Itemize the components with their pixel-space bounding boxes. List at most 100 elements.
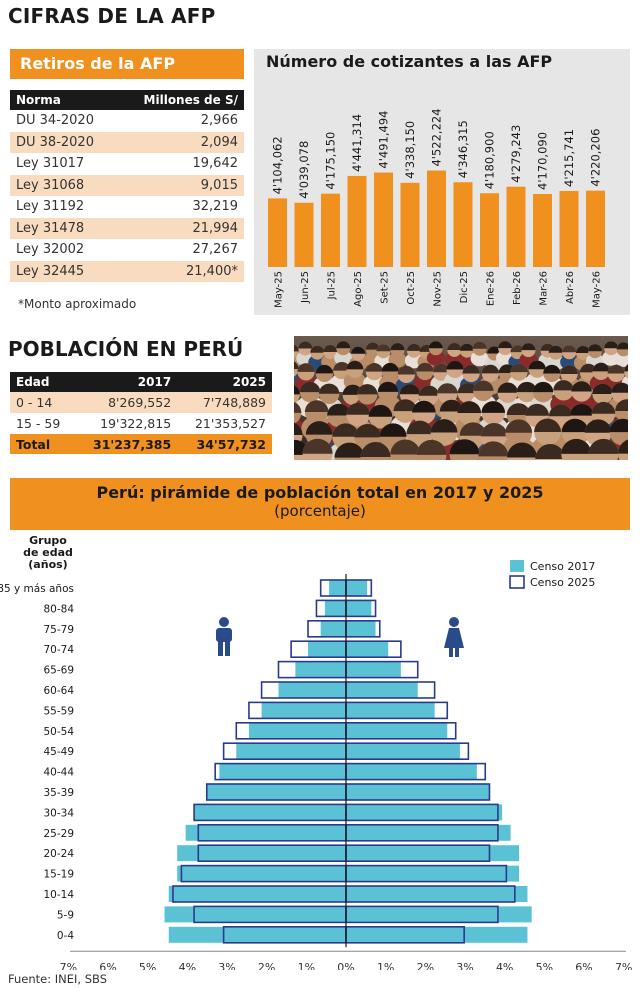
crowd-hair	[333, 362, 351, 371]
pyramid-x-tick: 2%	[417, 961, 434, 970]
poblacion-total-row: Total 31'237,385 34'57,732	[10, 434, 272, 454]
crowd-hair	[357, 384, 378, 395]
crowd-hair	[390, 343, 405, 351]
cotizantes-category-label: Dic-25	[459, 271, 470, 303]
crowd-hair	[416, 362, 434, 372]
cotizantes-category-label: Oct-25	[406, 271, 417, 305]
crowd-hair	[498, 341, 513, 349]
cotizantes-bar-label: 4'522,224	[430, 108, 444, 166]
pyramid-age-label: 80-84	[43, 603, 74, 615]
crowd-hair	[439, 399, 464, 412]
pyramid-bar-2017-male	[168, 886, 346, 902]
crowd-body	[560, 354, 579, 370]
pyramid-bar-2017-female	[346, 600, 372, 617]
crowd-hair	[591, 401, 616, 414]
crowd-hair	[584, 419, 612, 433]
cotizantes-category-label: Jun-25	[300, 271, 311, 304]
cotizantes-category-label: Jul-25	[327, 271, 338, 300]
crowd-hair	[327, 403, 351, 416]
crowd-hair	[525, 403, 549, 416]
pyramid-bar-2017-male	[194, 804, 346, 821]
pyramid-bar-2017-female	[346, 886, 528, 902]
retiros-norma: Ley 31192	[16, 199, 85, 215]
cotizantes-bar-label: 4'170,090	[536, 132, 550, 190]
retiros-norma: Ley 31017	[16, 156, 85, 172]
retiros-norma: Ley 32445	[10, 260, 118, 282]
pyramid-bar-2017-male	[206, 784, 346, 800]
pyramid-bar-2017-female	[346, 804, 503, 821]
retiros-monto: 9,015	[117, 174, 244, 196]
pyramid-bar-2017-male	[329, 580, 346, 596]
crowd-hair	[407, 343, 422, 351]
crowd-hair	[459, 422, 487, 436]
retiros-monto: 2,094	[117, 131, 244, 153]
crowd-hair	[332, 423, 360, 437]
legend-swatch-2025	[509, 575, 525, 589]
poblacion-cell-edad: 15 - 59	[16, 416, 61, 431]
pyramid-bar-2017-female	[346, 722, 448, 739]
poblacion-total-edad: Total	[10, 434, 75, 454]
crowd-photo-illustration	[294, 336, 628, 460]
retiros-monto: 27,267	[192, 242, 239, 258]
col-norma: Norma	[10, 90, 118, 110]
pyramid-header: Perú: pirámide de población total en 201…	[10, 478, 630, 530]
cotizantes-bar-label: 4'039,078	[297, 141, 311, 199]
crowd-hair	[360, 442, 391, 458]
crowd-body	[470, 350, 489, 367]
crowd-hair	[553, 380, 574, 391]
pyramid-x-tick: 4%	[179, 961, 196, 970]
male-icon	[216, 617, 232, 656]
pyramid-bar-2017-male	[324, 600, 346, 617]
crowd-hair	[346, 360, 364, 370]
pyramid-age-label: 10-14	[43, 889, 74, 901]
crowd-hair	[377, 381, 399, 392]
pyramid-x-tick: 3%	[218, 961, 235, 970]
pyramid-bar-2017-female	[346, 926, 528, 943]
crowd-hair	[561, 418, 589, 433]
cotizantes-bar	[586, 190, 605, 267]
col-millones: Millones de S/	[117, 90, 244, 110]
crowd-hair	[615, 399, 628, 412]
crowd-hair	[549, 404, 573, 417]
crowd-hair	[294, 401, 302, 413]
crowd-hair	[447, 342, 462, 350]
poblacion-cell-y2025: 7'748,889	[177, 392, 272, 413]
pyramid-x-tick: 4%	[496, 961, 513, 970]
crowd-hair	[624, 364, 628, 372]
pyramid-bar-2017-male	[164, 906, 346, 923]
crowd-hair	[298, 341, 313, 349]
crowd-hair	[543, 364, 561, 374]
legend-label-2017: Censo 2017	[530, 560, 595, 573]
pyramid-bar-2017-male	[236, 743, 346, 760]
crowd-hair	[506, 403, 531, 416]
cotizantes-bar	[480, 193, 499, 267]
poblacion-row: 15 - 59 19'322,815 21'353,527	[10, 413, 272, 434]
crowd-hair	[294, 422, 303, 435]
poblacion-cell-y2025: 21'353,527	[194, 416, 266, 431]
crowd-hair	[588, 344, 603, 352]
crowd-hair	[481, 401, 506, 413]
crowd-hair	[365, 363, 383, 372]
cotizantes-bar	[559, 190, 579, 267]
crowd-hair	[560, 365, 578, 374]
crowd-hair	[462, 364, 480, 374]
crowd-hair	[510, 345, 525, 353]
cotizantes-bar-label: 4'338,150	[403, 121, 417, 179]
pyramid-bar-2017-male	[278, 682, 346, 698]
crowd-hair	[562, 345, 577, 353]
crowd-hair	[390, 439, 421, 455]
pyramid-bar-2017-male	[185, 824, 346, 841]
crowd-hair	[336, 341, 351, 349]
poblacion-table: Edad 2017 2025 0 - 14 8'269,552 7'748,889 1…	[10, 372, 272, 454]
pyramid-x-tick: 1%	[377, 961, 394, 970]
crowd-hair	[399, 384, 421, 395]
pyramid-bar-2017-female	[346, 865, 520, 882]
pyramid-age-label: 65-69	[43, 665, 74, 677]
crowd-hair	[528, 360, 546, 370]
crowd-hair	[571, 381, 592, 392]
retiros-table: Norma Millones de S/ DU 34-2020 2,966 DU 3…	[10, 90, 244, 282]
cotizantes-category-label: Nov-25	[433, 271, 444, 307]
pyramid-x-tick: 6%	[575, 961, 592, 970]
poblacion-cell-edad: 0 - 14	[10, 392, 75, 413]
legend-label-2025: Censo 2025	[530, 576, 595, 589]
